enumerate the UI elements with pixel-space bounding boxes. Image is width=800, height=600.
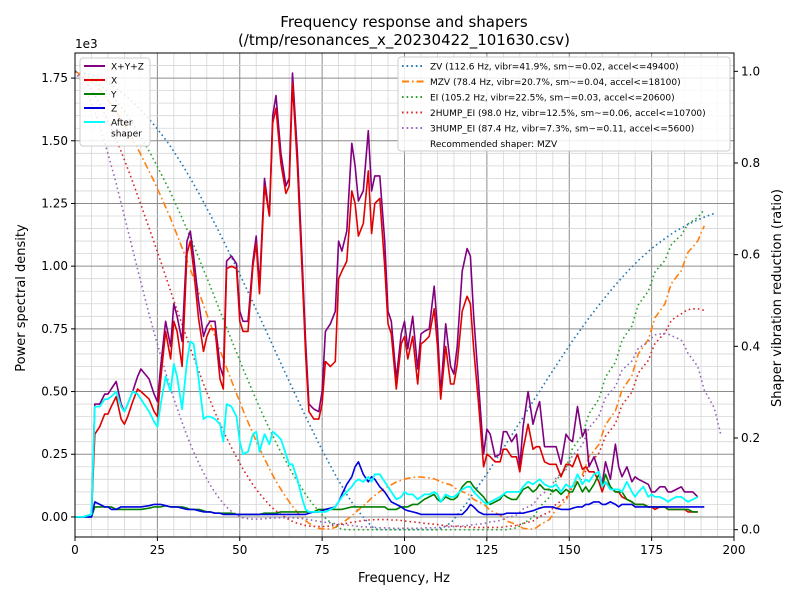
- y2-axis-label: Shaper vibration reduction (ratio): [770, 189, 785, 407]
- legend-right-frame: [397, 56, 731, 152]
- series-lines: [74, 70, 722, 531]
- legend-left: X+Y+Z XYZ After shaper: [79, 57, 151, 147]
- series-z: [75, 460, 705, 518]
- axis-ticks: 0 25 50 75 100 125 150 175 200 0.00 0.25 0.50 0.75 1.…: [41, 64, 760, 557]
- legend-label: X+Y+Z: [111, 63, 144, 73]
- chart-subtitle: (/tmp/resonances_x_20230422_101630.csv): [238, 31, 570, 50]
- y-axis-label: Power spectral density: [14, 224, 29, 372]
- x-tick-label: 50: [232, 543, 247, 557]
- legend-label: MZV (78.4 Hz, vibr=20.7%, sm~=0.04, acce…: [430, 78, 681, 88]
- y2-tick-label: 0.0: [741, 523, 760, 537]
- x-tick-label: 175: [640, 543, 663, 557]
- legend-right: ZV (112.6 Hz, vibr=41.9%, sm~=0.02, acce…: [397, 56, 731, 152]
- legend-label: 3HUMP_EI (87.4 Hz, vibr=7.3%, sm~=0.11, …: [430, 125, 694, 135]
- x-tick-label: 0: [71, 543, 79, 557]
- legend-label: 2HUMP_EI (98.0 Hz, vibr=12.5%, sm~=0.06,…: [430, 109, 706, 119]
- x-tick-label: 150: [558, 543, 581, 557]
- x-tick-label: 100: [393, 543, 416, 557]
- legend-label: Y: [110, 91, 117, 101]
- series-after-shaper: [75, 340, 699, 518]
- y-tick-label: 1.75: [41, 71, 68, 85]
- legend-label: X: [111, 77, 117, 87]
- y2-tick-label: 0.6: [741, 248, 760, 262]
- y2-tick-label: 0.2: [741, 431, 760, 445]
- y2-tick-label: 0.8: [741, 156, 760, 170]
- y-tick-label: 1.00: [41, 259, 68, 273]
- legend-label: ZV (112.6 Hz, vibr=41.9%, sm~=0.02, acce…: [430, 63, 679, 73]
- x-axis-label: Frequency, Hz: [358, 571, 450, 586]
- y-exponent-label: 1e3: [75, 37, 98, 51]
- legend-label: After shaper: [111, 119, 142, 140]
- series-x-y-z: [75, 72, 699, 518]
- x-tick-label: 25: [150, 543, 165, 557]
- y-tick-label: 0.50: [41, 385, 68, 399]
- series-x: [75, 82, 698, 518]
- y2-tick-label: 1.0: [741, 64, 760, 78]
- recommended-shaper-note: Recommended shaper: MZV: [430, 140, 558, 150]
- series-mzv: [74, 70, 706, 531]
- y-tick-label: 0.75: [41, 322, 68, 336]
- chart-title: Frequency response and shapers: [280, 13, 528, 31]
- y2-tick-label: 0.4: [741, 339, 760, 353]
- x-tick-label: 125: [475, 543, 498, 557]
- y-tick-label: 0.00: [41, 510, 68, 524]
- legend-label: Z: [111, 105, 117, 115]
- series-2hump-ei: [74, 70, 705, 529]
- legend-label: EI (105.2 Hz, vibr=22.5%, sm~=0.03, acce…: [430, 94, 675, 104]
- series-3hump-ei: [74, 70, 722, 530]
- series-ei: [74, 70, 705, 531]
- y-tick-label: 1.50: [41, 134, 68, 148]
- x-tick-label: 200: [723, 543, 746, 557]
- plot-frame: [74, 52, 735, 538]
- x-tick-label: 75: [314, 543, 329, 557]
- y-tick-label: 0.25: [41, 447, 68, 461]
- y-tick-label: 1.25: [41, 196, 68, 210]
